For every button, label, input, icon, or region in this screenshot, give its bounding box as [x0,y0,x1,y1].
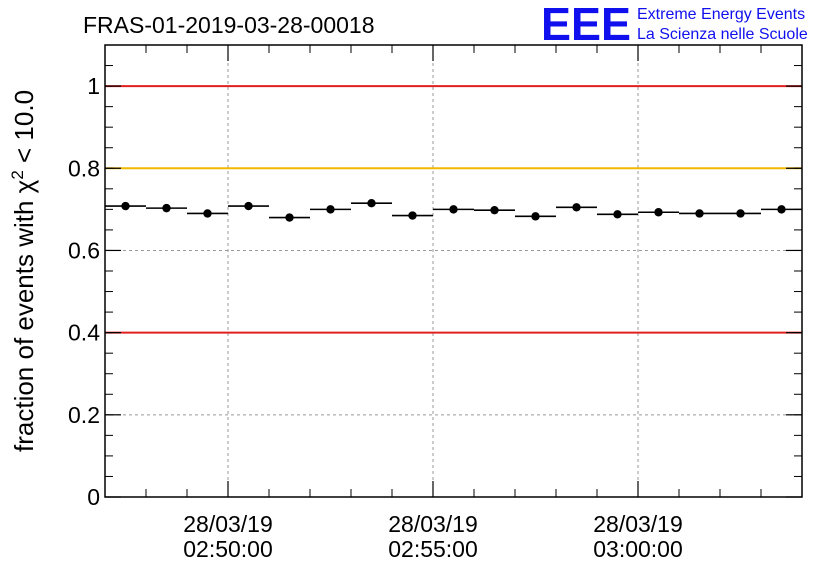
data-series [105,199,802,222]
axes: 00.20.40.60.8128/03/1902:50:0028/03/1902… [68,44,803,562]
y-tick-label: 0 [87,484,100,510]
data-point [695,209,704,218]
data-point [531,212,540,221]
data-point [121,201,130,211]
data-point [408,211,417,220]
reference-lines [105,85,802,334]
chart-title: FRAS-01-2019-03-28-00018 [83,12,375,38]
data-point [777,205,786,214]
y-tick-label: 0.8 [68,155,100,181]
x-tick-label-date: 28/03/19 [593,511,683,537]
x-tick-label-time: 02:55:00 [388,536,478,562]
data-point [367,199,376,208]
x-tick-label-date: 28/03/19 [388,511,478,537]
data-point [326,205,335,214]
data-point [613,210,622,219]
x-tick-label-time: 03:00:00 [593,536,683,562]
x-tick-label-date: 28/03/19 [183,511,273,537]
eee-logo: EEE Extreme Energy Events La Scienza nel… [541,0,808,50]
y-axis-label-tail: < 10.0 [9,90,39,170]
logo-line-1: Extreme Energy Events [637,6,805,23]
y-tick-label: 0.2 [68,402,100,428]
data-point [203,209,212,218]
x-tick-label-time: 02:50:00 [183,536,273,562]
data-point [572,203,581,212]
logo-letters: EEE [541,0,631,50]
data-point [285,213,294,222]
data-point [654,208,663,217]
y-axis-label-main: fraction of events with χ [9,179,39,452]
data-point [490,205,499,215]
plot-frame [104,44,803,498]
y-axis-label-sup: 2 [8,170,27,179]
y-tick-label: 0.4 [68,320,100,346]
logo-line-2: La Scienza nelle Scuole [637,26,808,43]
data-point [736,209,745,218]
data-point [244,201,253,211]
y-axis-label: fraction of events with χ2 < 10.0 [8,90,39,452]
y-tick-label: 1 [87,73,100,99]
y-tick-label: 0.6 [68,237,100,263]
data-point [162,203,171,213]
grid [105,45,802,497]
data-point [449,205,458,214]
